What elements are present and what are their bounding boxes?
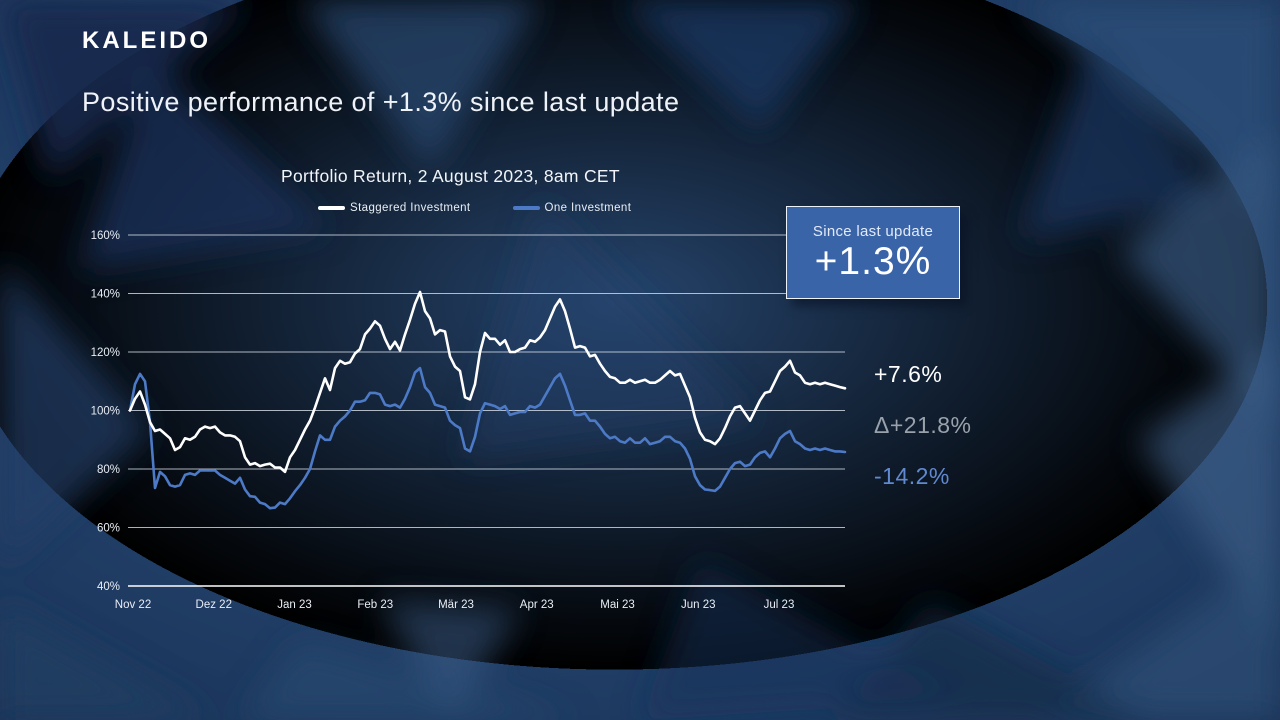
staggered-investment-line-swatch [318,206,345,210]
svg-text:40%: 40% [97,581,120,593]
stat-one-investment-return: -14.2% [874,463,950,489]
svg-text:Mai 23: Mai 23 [600,599,635,611]
legend-item-one-investment: One Investment [512,202,632,214]
legend-item-staggered-investment: Staggered Investment [318,202,471,214]
callout-label: Since last update [812,222,934,240]
svg-text:60%: 60% [97,523,120,535]
svg-text:100%: 100% [91,406,120,418]
svg-text:Feb 23: Feb 23 [357,599,393,611]
svg-text:140%: 140% [91,289,120,301]
svg-text:Jun 23: Jun 23 [681,599,716,611]
svg-text:160%: 160% [91,230,120,242]
since-last-update-callout: Since last update +1.3% [786,206,960,299]
legend-label: One Investment [544,202,632,214]
chart-title: Portfolio Return, 2 August 2023, 8am CET [281,166,620,186]
legend-label: Staggered Investment [350,202,471,214]
svg-text:Jan 23: Jan 23 [277,599,312,611]
kaleido-logo: KALEIDO [82,27,211,54]
svg-text:80%: 80% [97,464,120,476]
page-title: Positive performance of +1.3% since last… [82,87,680,117]
stat-staggered-investment-return: +7.6% [874,361,943,387]
svg-text:120%: 120% [91,347,120,359]
one-investment-line-swatch [512,206,540,210]
svg-text:Mär 23: Mär 23 [438,599,474,611]
svg-text:Jul 23: Jul 23 [764,599,795,611]
chart-legend: Staggered Investment One Investment [318,202,631,214]
svg-text:Apr 23: Apr 23 [520,599,554,611]
svg-text:Nov 22: Nov 22 [115,599,151,611]
callout-value: +1.3% [814,239,932,283]
svg-text:Dez 22: Dez 22 [196,599,232,611]
return-stats: +7.6% Δ+21.8% -14.2% [874,361,972,490]
stat-delta-between-strategies: Δ+21.8% [874,412,972,438]
